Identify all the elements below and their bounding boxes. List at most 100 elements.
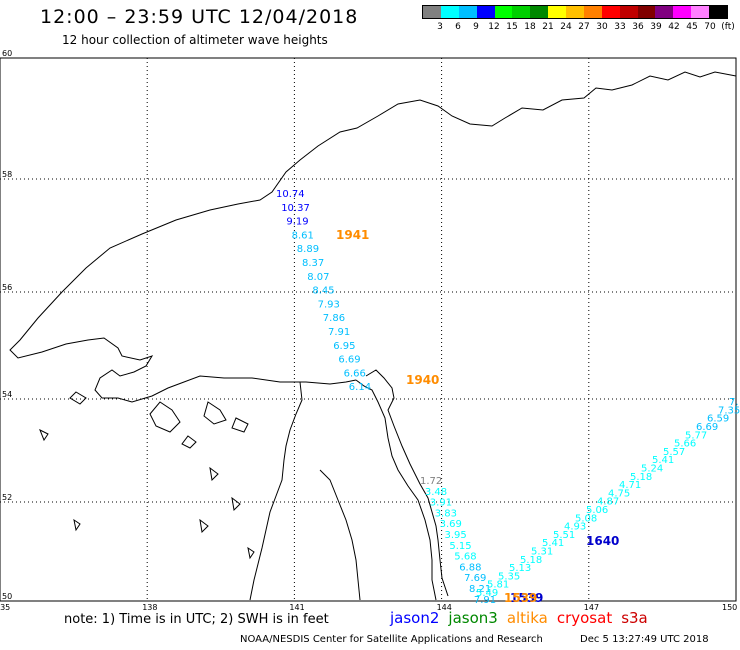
legend-swatch [548, 6, 566, 18]
track-east-value: 5.41 [652, 455, 674, 466]
legend-swatch [494, 6, 513, 18]
legend-label: 36 [632, 22, 644, 32]
track-east-value: 5.06 [586, 505, 608, 516]
track-north-value: 7.86 [323, 313, 345, 324]
track-east-value: 5.51 [553, 530, 575, 541]
track-east-value: 5.18 [630, 472, 652, 483]
legend-label: 18 [524, 22, 536, 32]
track-east-value: 5.77 [685, 430, 707, 441]
legend-label: 9 [473, 22, 479, 32]
legend-swatch [673, 6, 692, 18]
track-east-value: 5.66 [674, 439, 696, 450]
legend-label: 39 [650, 22, 662, 32]
track-north-value: 10.37 [281, 203, 310, 214]
legend-label: 15 [506, 22, 518, 32]
track-south-value: 3.83 [435, 508, 457, 519]
legend-swatch [601, 6, 620, 18]
track-north-value: 7.91 [328, 327, 350, 338]
track-east-value: 5.49 [476, 588, 498, 599]
track-north-value: 6.66 [344, 368, 366, 379]
track-east-value: 4.87 [597, 497, 619, 508]
legend-swatch [583, 6, 602, 18]
legend-label: 42 [668, 22, 680, 32]
lon-tick-label: 147 [584, 603, 599, 612]
satellite-name: jason2 [390, 609, 440, 627]
track-south-value: 7.69 [464, 573, 486, 584]
track-south-value: 3.91 [430, 498, 452, 509]
track-north-value: 8.45 [312, 286, 334, 297]
track-south-value: 7.91 [474, 595, 496, 606]
legend-label: (ft) [721, 22, 735, 32]
track-east-value: 5.35 [498, 571, 520, 582]
pass-time-label: 1539 [504, 591, 537, 605]
legend-label: 21 [542, 22, 554, 32]
legend-swatch [423, 6, 441, 18]
satellite-name: altika [506, 609, 548, 627]
legend-swatch [458, 6, 477, 18]
track-east-value: 4.75 [608, 488, 630, 499]
track-east-value: 5.13 [509, 563, 531, 574]
track-north-value: 6.69 [338, 355, 360, 366]
satellite-name: jason3 [448, 609, 498, 627]
track-north-value: 6.95 [333, 341, 355, 352]
track-south-value: 1.72 [420, 476, 442, 487]
lon-tick-label: 144 [437, 603, 452, 612]
altimeter-tracks: 10.74 10.37 9.19 8.61 8.89 8.37 8.07 8.45 7.93 7.… [276, 189, 740, 606]
legend-label: 70 [704, 22, 716, 32]
lat-lon-grid [0, 57, 737, 602]
satellite-name: cryosat [556, 609, 613, 627]
legend-label: 33 [614, 22, 626, 32]
legend-swatch [440, 6, 459, 18]
satellite-name: s3a [621, 609, 648, 627]
legend-swatch [655, 6, 674, 18]
track-east-value: 5.18 [520, 555, 542, 566]
track-south-value: 5.15 [449, 541, 471, 552]
axis-ticks: 60 58 56 54 52 50 135 138 141 144 147 150 [0, 49, 737, 612]
track-north-value: 8.07 [307, 272, 329, 283]
track-north-value: 8.89 [297, 244, 319, 255]
legend-label: 45 [686, 22, 698, 32]
track-east-value: 7. [729, 397, 739, 408]
map-frame [0, 57, 737, 602]
track-east-value: 4.71 [619, 480, 641, 491]
track-north-value: 6.14 [349, 382, 371, 393]
track-south-value: 6.88 [459, 562, 481, 573]
legend-label: 12 [488, 22, 500, 32]
legend-swatch [709, 6, 727, 18]
lat-tick-label: 54 [2, 390, 12, 399]
color-legend: 3 6 9 12 15 18 21 24 27 30 33 36 39 42 45 70 (ft) [422, 5, 735, 37]
pass-time-label: 1539 [510, 591, 543, 605]
coastline [9, 71, 737, 601]
lat-tick-label: 58 [2, 170, 12, 179]
track-east-value: 4.93 [564, 522, 586, 533]
track-south-value: 3.69 [440, 519, 462, 530]
track-east-value: 5.81 [487, 580, 509, 591]
credit-line: NOAA/NESDIS Center for Satellite Applica… [240, 634, 543, 645]
pass-time-label: 1640 [586, 534, 619, 548]
chart-subtitle: 12 hour collection of altimeter wave hei… [62, 33, 328, 47]
lat-tick-label: 60 [2, 49, 12, 58]
lat-tick-label: 56 [2, 283, 12, 292]
track-north-value: 8.61 [292, 230, 314, 241]
track-east-value: 7.35 [718, 405, 740, 416]
legend-swatch [691, 6, 709, 18]
legend-swatch [566, 6, 584, 18]
legend-swatch [512, 6, 531, 18]
legend-label: 24 [560, 22, 572, 32]
track-north-value: 7.93 [318, 299, 340, 310]
legend-swatch [619, 6, 638, 18]
satellite-legend: jason2 jason3 altika cryosat s3a [390, 609, 657, 627]
track-north-value: 9.19 [286, 217, 308, 228]
legend-label: 27 [578, 22, 590, 32]
legend-color-bar [422, 5, 728, 19]
pass-time-label: 1940 [406, 373, 439, 387]
track-south-value: 8.21 [469, 584, 491, 595]
generated-timestamp: Dec 5 13:27:49 UTC 2018 [580, 634, 709, 645]
track-east-value: 6.69 [696, 422, 718, 433]
lat-tick-label: 52 [2, 493, 12, 502]
lon-tick-label: 135 [0, 603, 10, 612]
track-east-value: 5.31 [531, 547, 553, 558]
track-east-value: 5.57 [663, 447, 685, 458]
